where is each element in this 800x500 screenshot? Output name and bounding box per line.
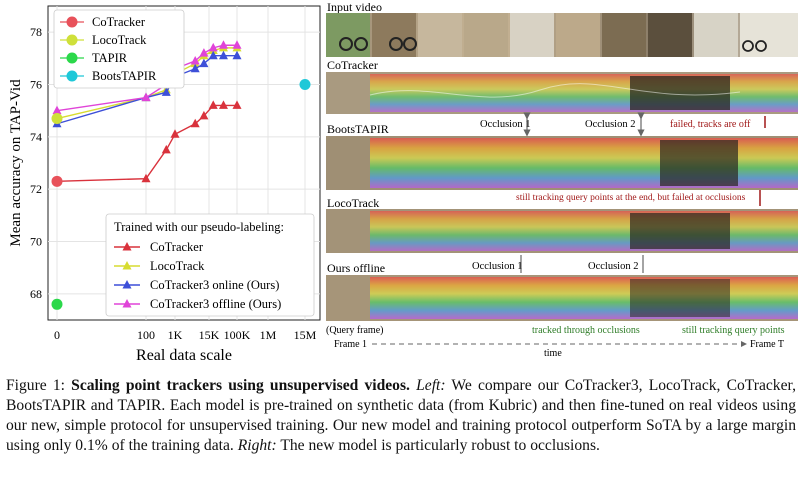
y-axis-label: Mean accuracy on TAP-Vid: [8, 79, 24, 247]
series-point: [141, 173, 151, 183]
series-point: [199, 58, 209, 68]
legend-label: BootsTAPIR: [92, 69, 157, 83]
query-frame-label: (Query frame): [326, 325, 383, 336]
series-point: [208, 42, 218, 52]
series-point: [208, 100, 218, 109]
row-label-ours-offline: Ours offline: [327, 261, 385, 275]
series-point: [218, 100, 228, 109]
tracking-comparison-panel: Input video CoTracker BootsTAPIR LocoTra…: [326, 0, 798, 359]
caption-left-label: Left:: [416, 377, 446, 394]
baseline-point: [51, 175, 63, 187]
series-point: [190, 63, 200, 73]
legend-label: TAPIR: [92, 51, 128, 65]
legend-marker: [122, 299, 132, 308]
bootstapir-tracks-row: [326, 136, 798, 190]
y-tick-label: 78: [30, 25, 42, 39]
frame-1-label: Frame 1: [334, 339, 367, 350]
frame-t-label: Frame T: [750, 339, 784, 350]
still-tracking-failed-label: still tracking query points at the end, …: [516, 192, 746, 203]
figure-caption: Figure 1: Scaling point trackers using u…: [6, 376, 796, 456]
y-tick-label: 72: [30, 182, 42, 196]
y-ticks: 68 70 72 74 76 78: [30, 25, 42, 301]
legend-marker: [122, 261, 132, 270]
series-point: [232, 100, 242, 109]
occlusion-1-label-b: Occlusion 1: [472, 261, 522, 272]
series-point: [218, 40, 228, 49]
input-video-strip: [326, 13, 798, 57]
row-label-locotrack: LocoTrack: [327, 196, 379, 210]
x-ticks: 0 100 1K 15K 100K 1M 15M: [54, 328, 317, 342]
lines-legend: Trained with our pseudo-labeling: CoTrac…: [105, 213, 315, 317]
series-point: [161, 144, 171, 154]
series-point: [161, 87, 171, 96]
legend-label: CoTracker: [92, 15, 146, 29]
x-tick-label: 100: [137, 328, 155, 342]
x-tick-label: 100K: [224, 328, 251, 342]
x-tick-label: 0: [54, 328, 60, 342]
series-point: [199, 48, 209, 57]
series-point: [190, 55, 200, 65]
series-point: [218, 50, 228, 60]
occlusion-2-label-a: Occlusion 2: [585, 119, 635, 130]
series-point: [141, 92, 151, 102]
legend-label: CoTracker3 offline (Ours): [150, 297, 281, 311]
legend-label: LocoTrack: [92, 33, 147, 47]
y-tick-label: 70: [30, 235, 42, 249]
series-point: [52, 105, 62, 115]
accuracy-chart: 68 70 72 74 76 78 0 100 1K 15K 100K 1M 15M Mean acc…: [8, 5, 321, 364]
legend-label: LocoTrack: [150, 259, 205, 273]
legend-label: CoTracker3 online (Ours): [150, 278, 279, 292]
legend-marker: [66, 70, 78, 82]
series-point: [208, 50, 218, 60]
y-tick-label: 68: [30, 287, 42, 301]
series-point: [199, 110, 209, 120]
caption-title: Scaling point trackers using unsupervise…: [71, 377, 410, 394]
x-tick-label: 1K: [168, 328, 183, 342]
x-axis-label: Real data scale: [136, 347, 232, 364]
ours-offline-tracks-row: [326, 275, 798, 321]
row-label-cotracker: CoTracker: [327, 58, 378, 72]
occlusion-1-label-a: Occlusion 1: [480, 119, 530, 130]
failed-label: failed, tracks are off: [670, 119, 751, 130]
y-tick-label: 76: [30, 78, 42, 92]
cotracker-tracks-row: [326, 72, 798, 114]
x-tick-label: 15M: [294, 328, 317, 342]
tracked-through-label: tracked through occlusions: [532, 325, 640, 336]
x-tick-label: 15K: [199, 328, 220, 342]
baseline-points: [51, 79, 311, 310]
x-tick-label: 1M: [260, 328, 277, 342]
figure-canvas: 68 70 72 74 76 78 0 100 1K 15K 100K 1M 15M Mean acc…: [8, 0, 798, 364]
annotations: Occlusion 1 Occlusion 2 failed, tracks a…: [326, 112, 785, 359]
legend-marker: [122, 280, 132, 289]
still-tracking-label: still tracking query points: [682, 325, 785, 336]
points-legend: CoTracker LocoTrack TAPIR BootsTAPIR: [53, 9, 185, 89]
legend-marker: [66, 16, 78, 28]
baseline-point: [51, 298, 63, 310]
caption-text-1: We compare our CoTracker3, LocoTrack, Co…: [6, 377, 796, 454]
caption-text-2: The new model is particularly robust to …: [280, 437, 600, 454]
time-label: time: [544, 348, 562, 359]
figure: 68 70 72 74 76 78 0 100 1K 15K 100K 1M 15M Mean acc…: [8, 0, 798, 364]
row-label-input-video: Input video: [327, 0, 382, 14]
legend-marker: [66, 34, 78, 46]
legend-marker: [122, 242, 132, 251]
figure-number: Figure 1:: [6, 377, 65, 394]
caption-right-label: Right:: [237, 437, 277, 454]
occlusion-2-label-b: Occlusion 2: [588, 261, 638, 272]
series-point: [232, 50, 242, 60]
series-point: [232, 40, 242, 49]
series-point: [190, 118, 200, 128]
baseline-point: [299, 79, 311, 90]
locotrack-tracks-row: [326, 209, 798, 253]
series-point: [170, 129, 180, 138]
lines-legend-title: Trained with our pseudo-labeling:: [114, 220, 284, 234]
legend-marker: [66, 52, 78, 64]
row-label-bootstapir: BootsTAPIR: [327, 122, 389, 136]
legend-label: CoTracker: [150, 240, 204, 254]
baseline-point: [51, 113, 63, 125]
y-tick-label: 74: [30, 130, 42, 144]
